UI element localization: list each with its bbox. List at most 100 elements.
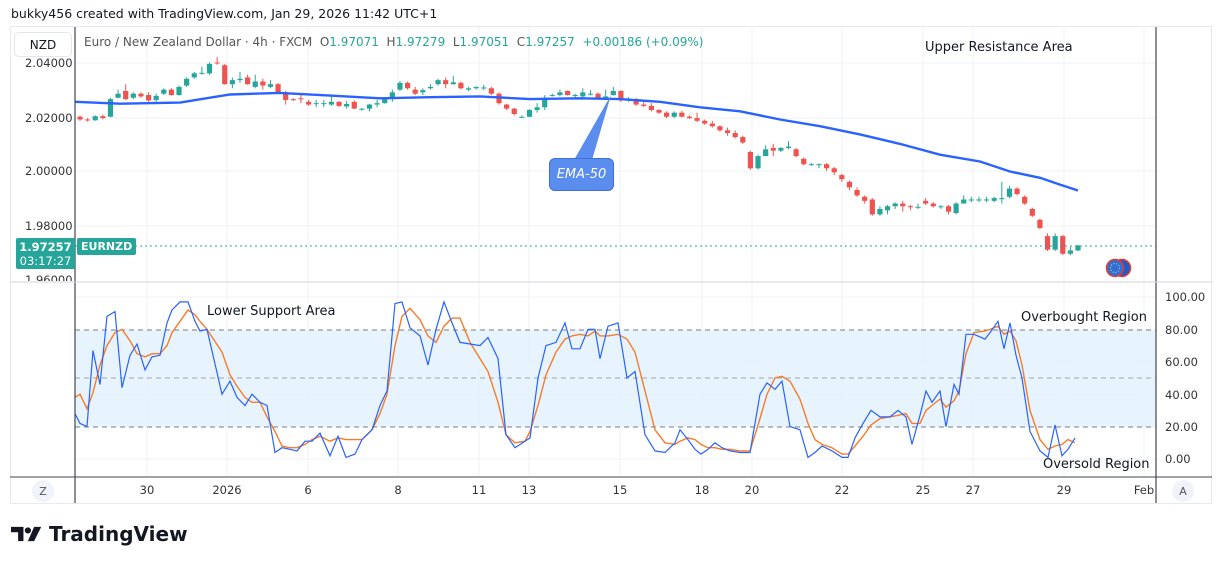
candle: [359, 108, 365, 110]
candle: [389, 92, 395, 100]
candle: [397, 82, 403, 90]
candle: [107, 99, 114, 117]
candle: [755, 156, 761, 169]
candle: [1022, 196, 1028, 204]
price-axis-label: 1.96000: [25, 273, 73, 281]
candle: [366, 104, 373, 109]
candle: [199, 72, 205, 74]
upper-resistance-label[interactable]: Upper Resistance Area: [925, 40, 1073, 55]
time-axis-label: 2026: [212, 483, 242, 497]
candle: [572, 95, 578, 97]
candle: [404, 82, 411, 89]
candle: [808, 164, 814, 166]
candle: [999, 198, 1005, 200]
candle: [123, 90, 129, 100]
candle: [747, 152, 754, 169]
candle: [991, 198, 997, 201]
candle: [465, 88, 472, 90]
auto-scale-button[interactable]: A: [1172, 480, 1194, 502]
candle: [321, 103, 327, 105]
candle: [77, 116, 83, 120]
candle: [1037, 219, 1043, 228]
candle: [709, 123, 715, 127]
candle: [1014, 188, 1020, 195]
candle: [191, 73, 197, 78]
candle: [641, 104, 647, 106]
candle: [938, 206, 944, 208]
candle: [458, 82, 464, 89]
candle: [763, 149, 769, 157]
time-axis-label: 22: [834, 483, 850, 497]
candle: [869, 199, 875, 215]
candle: [846, 181, 853, 188]
last-price: 1.97257: [19, 240, 72, 254]
open-value: 1.97071: [329, 35, 379, 49]
stoch-axis-label: 20.00: [1165, 420, 1198, 434]
candle: [504, 104, 510, 109]
ema-50-line: [74, 91, 1079, 192]
close-value: 1.97257: [525, 35, 575, 49]
candle: [770, 147, 776, 151]
candle: [275, 84, 281, 93]
symbol-legend: Euro / New Zealand Dollar · 4h · FXCM O1…: [84, 35, 704, 49]
candle: [884, 206, 891, 211]
candle: [557, 92, 563, 96]
candle: [267, 84, 274, 87]
lower-support-label[interactable]: Lower Support Area: [207, 304, 336, 319]
candle: [519, 116, 525, 118]
candle: [214, 62, 220, 64]
candle: [145, 95, 152, 101]
time-axis-label: 27: [965, 483, 981, 497]
candle: [648, 105, 654, 110]
price-axis-label: 2.00000: [25, 164, 73, 178]
ema-50-callout[interactable]: EMA-50: [549, 158, 614, 191]
candle: [724, 130, 731, 134]
candle: [450, 82, 456, 85]
candle: [237, 78, 243, 81]
stoch-axis-label: 0.00: [1165, 452, 1191, 466]
brand-name: TradingView: [49, 522, 188, 546]
stoch-axis-label: 60.00: [1165, 355, 1198, 369]
candle: [702, 120, 708, 124]
stoch-d-line: [74, 307, 1076, 455]
stoch-axis-label: 40.00: [1165, 388, 1198, 402]
ema-callout-pointer: [574, 95, 611, 160]
oversold-label[interactable]: Oversold Region: [1043, 457, 1150, 472]
candle: [534, 107, 540, 110]
symbol-tag: EURNZD: [77, 238, 137, 255]
candle: [740, 137, 746, 143]
candle: [313, 103, 319, 105]
candle: [328, 101, 335, 105]
candle: [1006, 188, 1013, 197]
candle: [85, 119, 91, 121]
candle: [564, 90, 571, 96]
candle: [778, 147, 784, 151]
candle: [664, 112, 670, 117]
candle: [435, 80, 441, 85]
candle: [374, 103, 380, 105]
candle: [92, 116, 98, 121]
overbought-label[interactable]: Overbought Region: [1021, 310, 1147, 325]
currency-button[interactable]: NZD: [14, 32, 72, 57]
zoom-reset-button[interactable]: Z: [32, 480, 54, 502]
candle: [351, 101, 357, 109]
eur-nzd-flags-icon[interactable]: [1103, 258, 1133, 278]
time-axis-label: 25: [915, 483, 931, 497]
change-value: +0.00186 (+0.09%): [582, 35, 704, 49]
candle: [945, 206, 952, 212]
candle: [976, 199, 982, 201]
candle: [801, 158, 807, 165]
stoch-k-line: [74, 300, 1076, 459]
high-value: 1.97279: [395, 35, 446, 49]
stoch-axis-label: 80.00: [1165, 323, 1198, 337]
candle: [915, 206, 921, 208]
candle: [298, 98, 304, 100]
candle: [260, 81, 266, 86]
attribution-text: bukky456 created with TradingView.com, J…: [11, 6, 438, 21]
candle: [412, 89, 418, 94]
candle: [1060, 236, 1066, 254]
candle: [549, 95, 555, 97]
candlestick-series: [77, 57, 1081, 256]
tradingview-logo[interactable]: TradingView: [11, 522, 188, 546]
